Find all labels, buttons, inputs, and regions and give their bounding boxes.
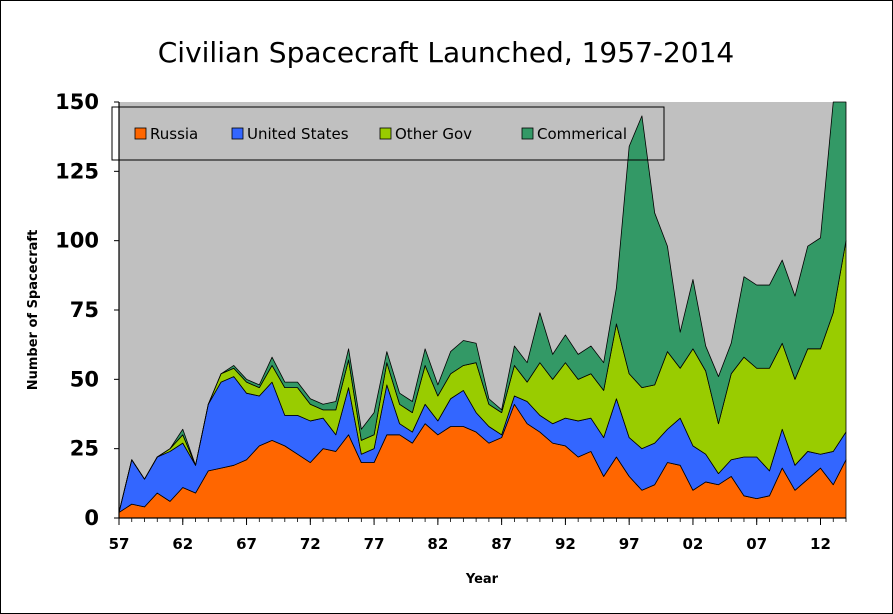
x-tick-label: 97 [619, 535, 640, 553]
x-tick-label: 87 [491, 535, 512, 553]
legend-box [111, 106, 665, 161]
legend-swatch-commerical [521, 127, 534, 140]
x-axis-label: Year [465, 572, 499, 587]
legend: Russia United States Other Gov Commerical [111, 106, 665, 161]
legend-swatch-united-states [231, 127, 244, 140]
legend-label-united-states: United States [247, 125, 349, 143]
y-tick-label: 125 [55, 159, 99, 183]
y-tick-label: 0 [84, 506, 99, 530]
y-tick-label: 50 [70, 367, 99, 391]
y-tick-label: 100 [55, 229, 99, 253]
x-tick-label: 82 [427, 535, 448, 553]
legend-swatch-russia [134, 127, 147, 140]
legend-label-commerical: Commerical [537, 125, 627, 143]
y-axis-label: Number of Spacecraft [26, 230, 41, 391]
x-tick-label: 72 [300, 535, 321, 553]
y-tick-label: 25 [70, 437, 99, 461]
area-series-group [118, 101, 847, 519]
legend-label-other-gov: Other Gov [395, 125, 472, 143]
chart-title: Civilian Spacecraft Launched, 1957-2014 [158, 36, 735, 69]
legend-swatch-other-gov [379, 127, 392, 140]
x-tick-label: 92 [555, 535, 576, 553]
y-tick-label: 150 [55, 90, 99, 114]
y-tick-label: 75 [70, 298, 99, 322]
x-tick-label: 07 [746, 535, 767, 553]
x-tick-label: 57 [109, 535, 130, 553]
area-series-commerical [118, 101, 847, 513]
x-tick-label: 67 [236, 535, 257, 553]
x-tick-label: 12 [810, 535, 831, 553]
x-tick-label: 02 [683, 535, 704, 553]
legend-label-russia: Russia [150, 125, 198, 143]
x-tick-label: 62 [172, 535, 193, 553]
axes-group: 0 25 50 75 100 125 150 57 62 67 72 77 82 87 92 97 02 07 12 [55, 90, 847, 553]
x-tick-label: 77 [364, 535, 385, 553]
